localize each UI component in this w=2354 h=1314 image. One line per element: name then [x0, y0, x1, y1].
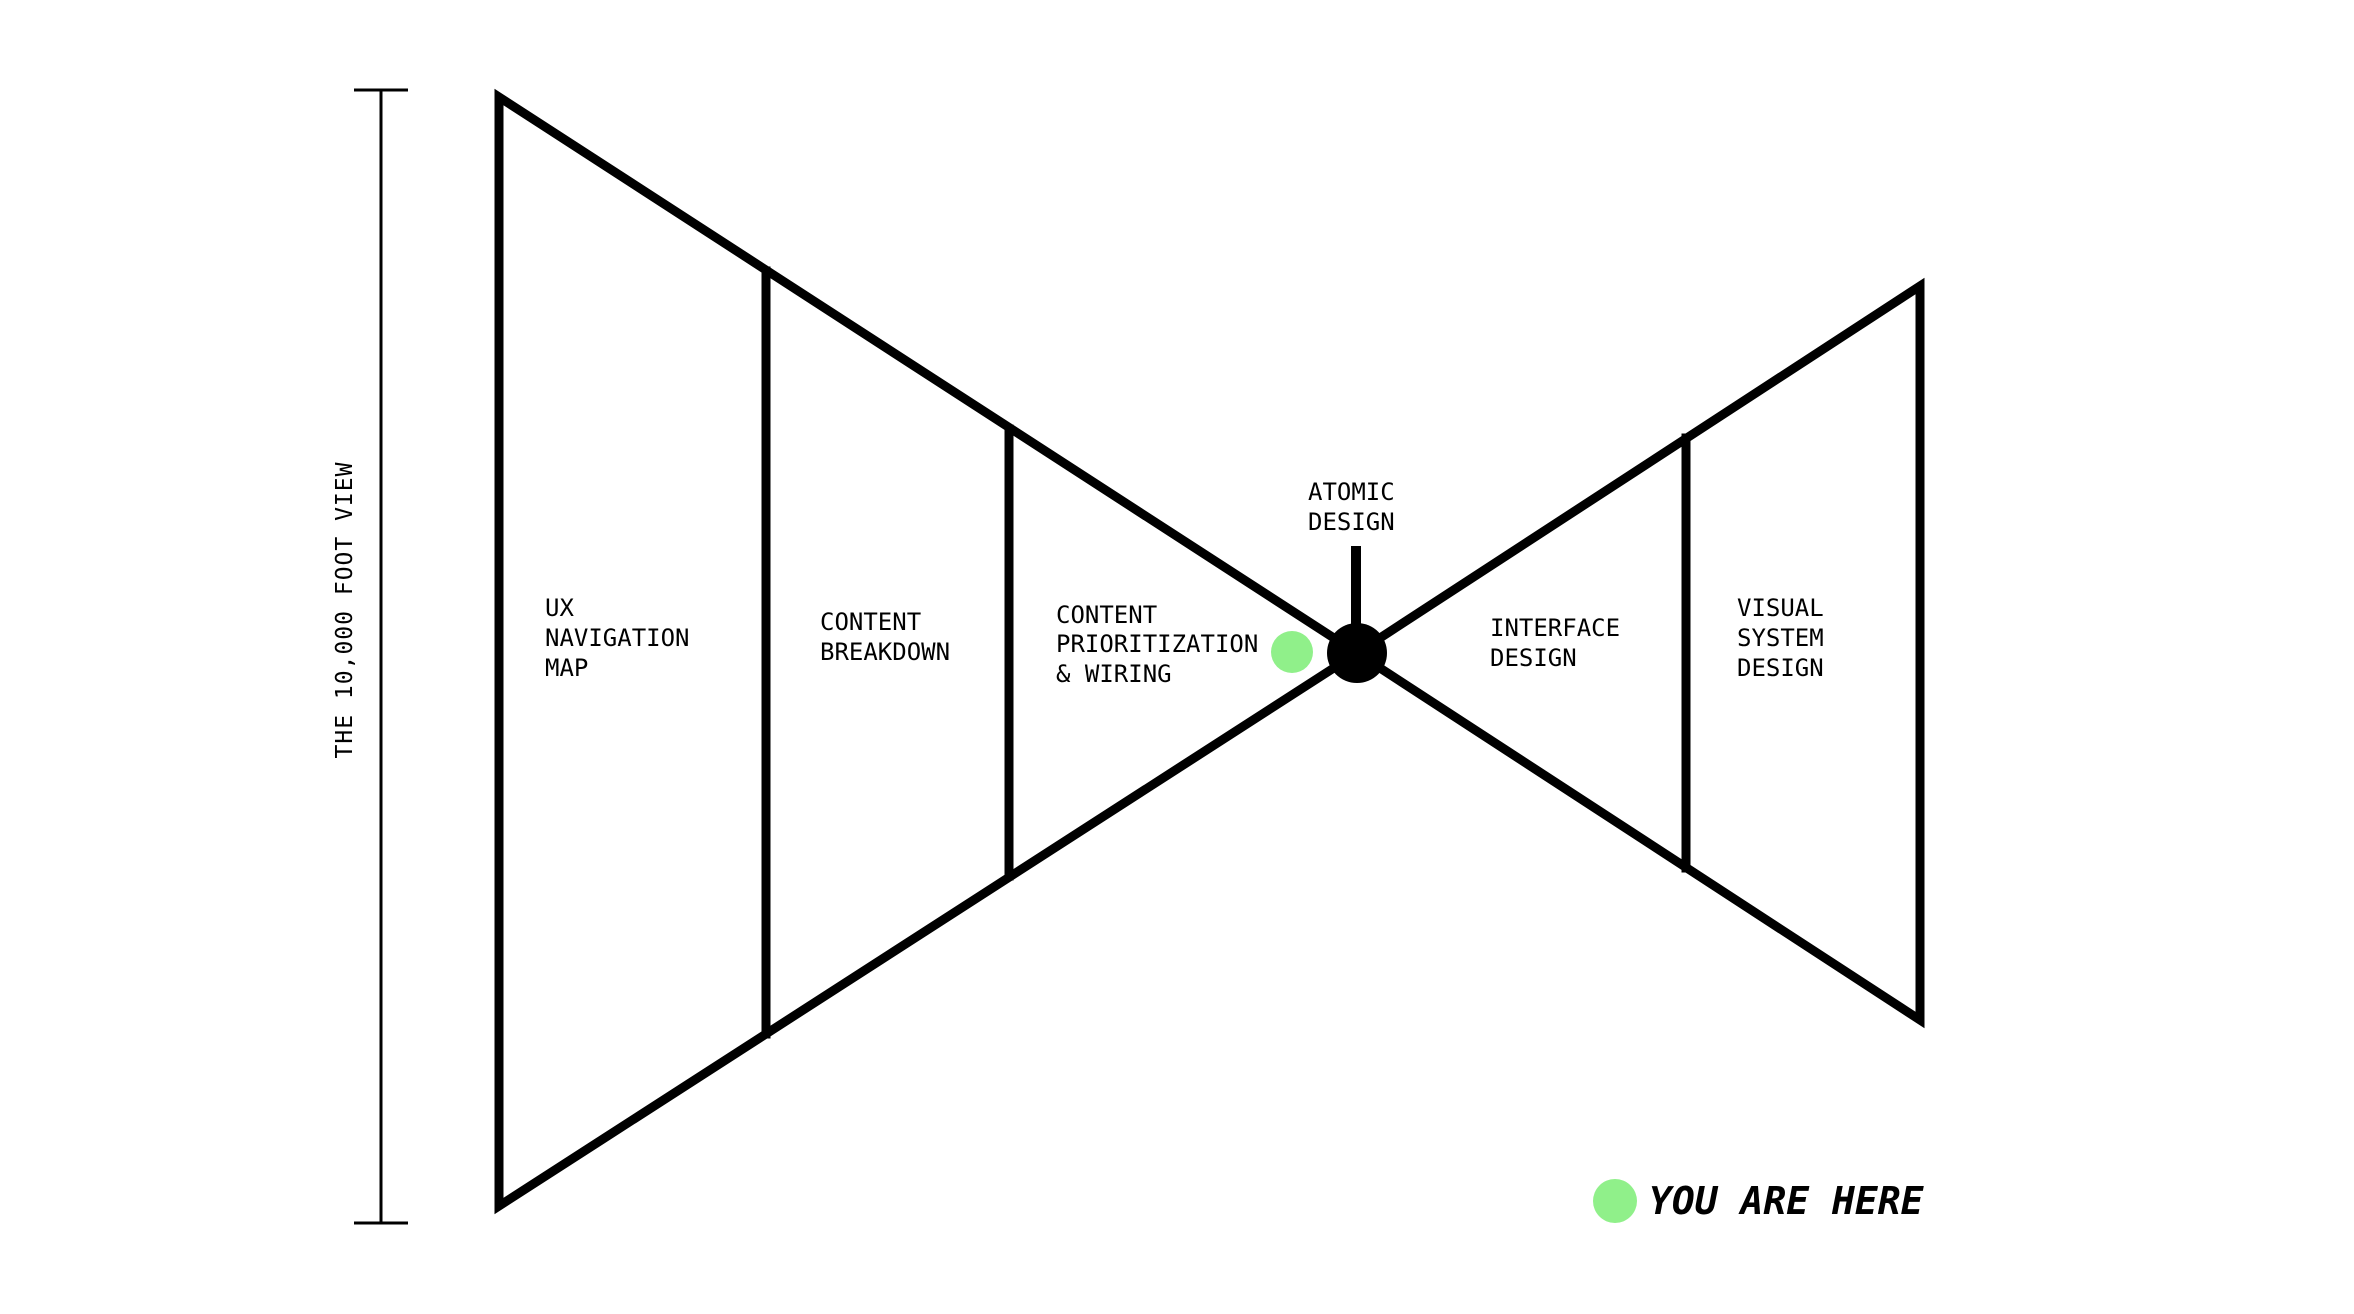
center-node: [1327, 623, 1387, 683]
left-funnel-outline: [494, 88, 1366, 1215]
stage-label-line: CONTENT: [1056, 601, 1157, 629]
you-are-here-marker: [1271, 631, 1313, 673]
stage-label-line: PRIORITIZATION: [1056, 630, 1258, 658]
stage-label-line: DESIGN: [1737, 654, 1824, 682]
scale-label: THE 10,000 FOOT VIEW: [332, 462, 358, 759]
stage-label-interface-design: INTERFACE DESIGN: [1490, 614, 1635, 672]
stage-label-line: & WIRING: [1056, 660, 1172, 688]
stage-label-line: DESIGN: [1308, 508, 1395, 536]
stage-label-line: DESIGN: [1490, 644, 1577, 672]
stage-label-content-prioritization: CONTENT PRIORITIZATION & WIRING: [1056, 601, 1273, 688]
legend-label: YOU ARE HERE: [1649, 1179, 1925, 1223]
stage-label-line: SYSTEM: [1737, 624, 1824, 652]
stage-label-line: VISUAL: [1737, 594, 1824, 622]
left-funnel: [494, 88, 1366, 1215]
stage-label-line: MAP: [545, 654, 588, 682]
right-funnel-outline: [1348, 277, 1925, 1029]
stage-label-line: BREAKDOWN: [820, 638, 950, 666]
scale-bar: [354, 88, 408, 1225]
stage-label-ux-navigation-map: UX NAVIGATION MAP: [545, 594, 704, 682]
stage-label-content-breakdown: CONTENT BREAKDOWN: [820, 608, 950, 666]
legend: YOU ARE HERE: [1593, 1179, 1925, 1223]
stage-label-visual-system-design: VISUAL SYSTEM DESIGN: [1737, 594, 1838, 682]
legend-marker: [1593, 1179, 1637, 1223]
stage-label-line: CONTENT: [820, 608, 921, 636]
stage-label-line: INTERFACE: [1490, 614, 1620, 642]
stage-label-line: ATOMIC: [1308, 478, 1395, 506]
stage-label-line: UX: [545, 594, 574, 622]
stage-label-atomic-design: ATOMIC DESIGN: [1308, 478, 1409, 536]
stage-label-line: NAVIGATION: [545, 624, 690, 652]
right-funnel: [1348, 277, 1925, 1029]
